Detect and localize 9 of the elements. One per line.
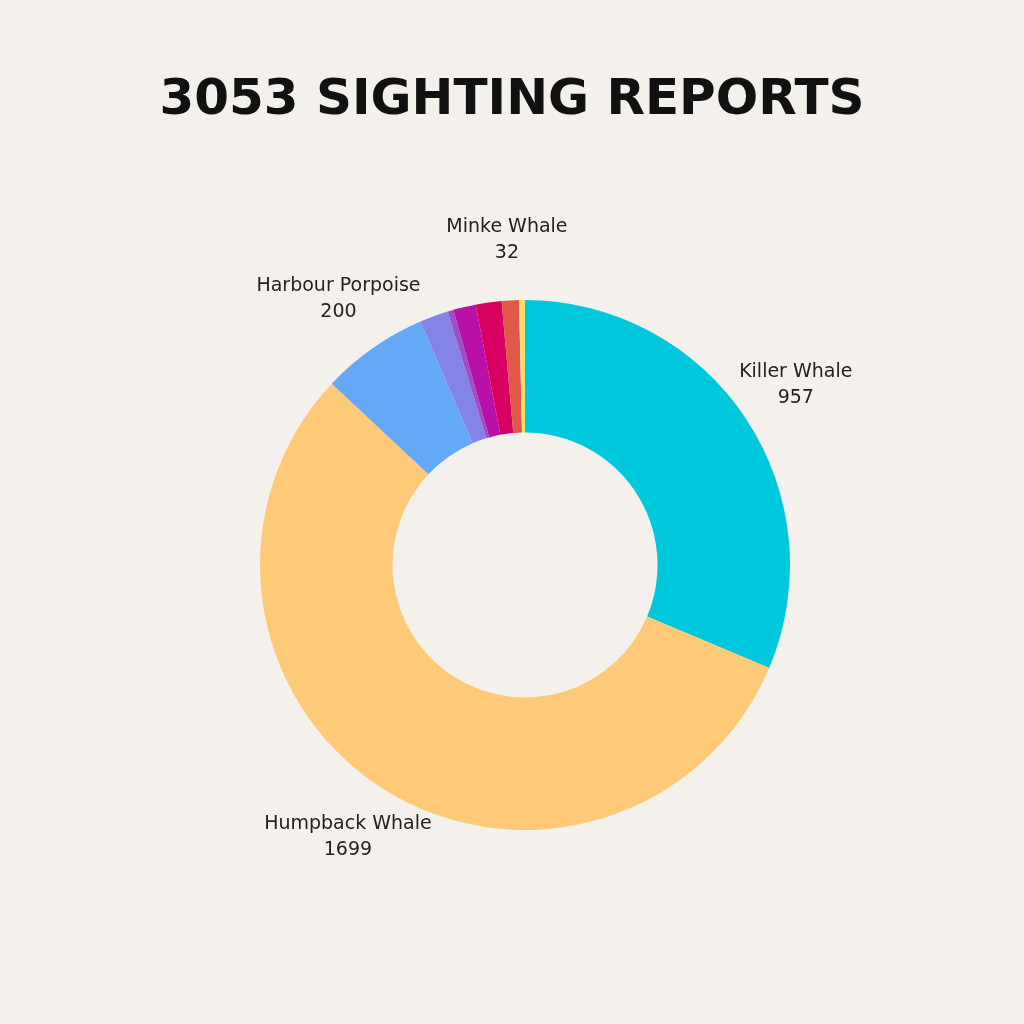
slice-label: Minke Whale [446, 214, 568, 237]
slice-label: Humpback Whale [264, 811, 432, 834]
data-label: 1699 [323, 837, 373, 860]
data-label: 957 [777, 385, 814, 408]
slice-label: Harbour Porpoise [256, 272, 421, 295]
chart-title: 3053 SIGHTING REPORTS [158, 68, 866, 126]
data-label: 200 [320, 298, 357, 321]
data-label: 32 [494, 240, 520, 263]
slice-label: Killer Whale [739, 359, 853, 382]
